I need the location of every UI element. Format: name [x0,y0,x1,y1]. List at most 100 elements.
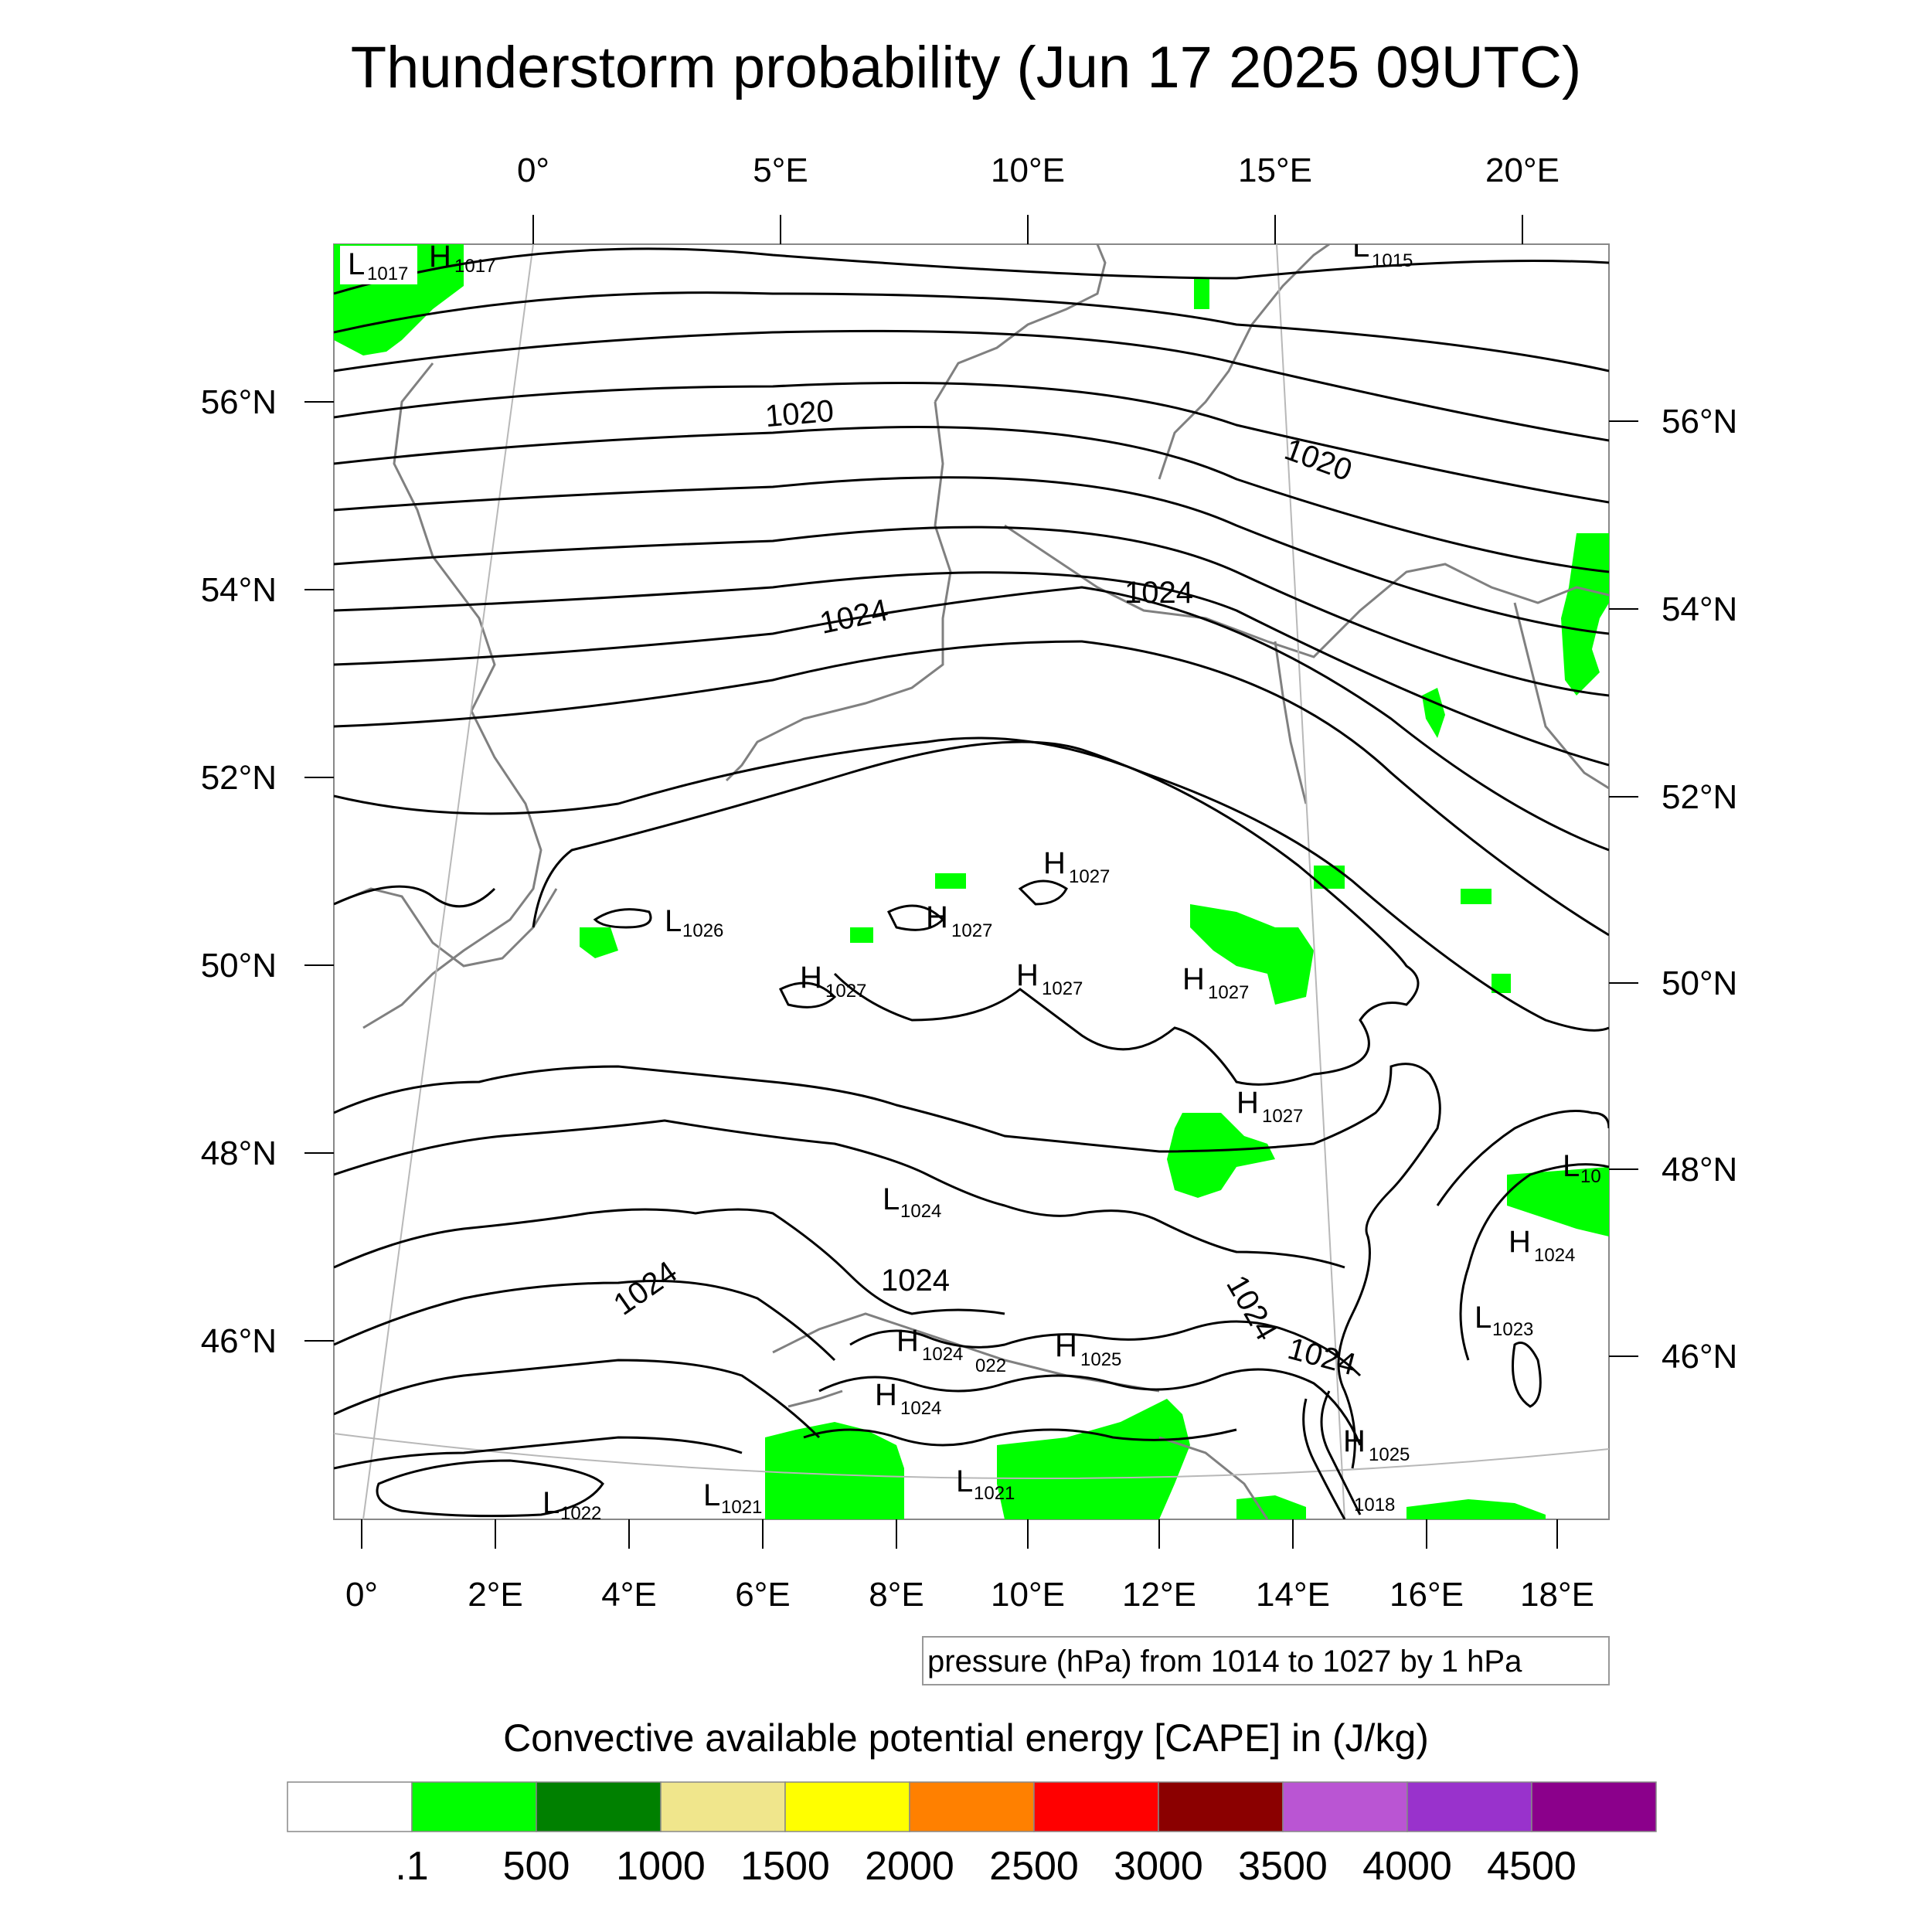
svg-text:H: H [1055,1329,1077,1363]
isobar [334,526,1609,697]
bottom-axis: 0° 2°E 4°E 6°E 8°E 10°E 12°E 14°E 16°E 1… [345,1519,1594,1614]
cape-area-carpathia [1507,1167,1609,1236]
bottom-tick-label: 14°E [1256,1576,1330,1614]
svg-text:H: H [1236,1086,1259,1120]
colorbar-label: 500 [503,1844,570,1889]
top-tick-label: 0° [517,151,549,189]
svg-text:1027: 1027 [825,981,866,1002]
svg-text:H: H [875,1378,897,1412]
isobar [334,571,1609,767]
pressure-center: H 1017 [429,244,495,277]
isobar-alps-2 [818,1368,1362,1446]
left-tick-label: 54°N [201,571,277,609]
svg-text:1025: 1025 [1080,1349,1121,1370]
parallel-45N [334,1433,1609,1480]
left-axis: 56°N 54°N 52°N 50°N 48°N 46°N [201,383,334,1360]
isobar [334,1063,1441,1469]
isobar-high-1027-b [886,904,945,931]
bottom-tick-label: 2°E [468,1576,522,1614]
cape-area-germany-west [580,927,618,958]
svg-text:H: H [926,900,948,934]
pressure-center: L 1021 [956,1464,1015,1504]
pressure-center: H 1027 [1016,958,1083,999]
right-tick-label: 52°N [1662,778,1737,816]
bottom-tick-label: 0° [345,1576,378,1614]
pressure-center: H 1024 [875,1378,941,1419]
pressure-center: H 1027 [926,900,992,941]
colorbar-swatch [784,1781,910,1832]
colorbar-swatch [1406,1781,1532,1832]
coast-sweden [1158,244,1330,480]
meridian-15E [1276,244,1345,1519]
border-poland-east [1513,602,1609,790]
svg-text:10: 10 [1580,1166,1601,1187]
isobar [334,885,496,908]
pressure-center: H 1027 [1236,1086,1303,1127]
pressure-center: H 1025 [1055,1329,1121,1370]
pressure-center: H 1025 [1343,1424,1410,1465]
bottom-tick-label: 6°E [735,1576,790,1614]
isobar [334,476,1609,635]
svg-text:L: L [1352,230,1369,264]
colorbar-swatch [909,1781,1035,1832]
colorbar-label: 1500 [740,1844,830,1889]
pressure-center: H 1027 [1182,962,1249,1003]
svg-text:L: L [703,1478,720,1512]
isobar-low-1026 [593,908,652,929]
svg-text:L: L [883,1182,900,1216]
isobar [334,586,1609,852]
pressure-center: H 1027 [800,961,866,1002]
pressure-center: L 1024 [883,1182,941,1222]
colorbar-swatch [536,1781,662,1832]
svg-text:1015: 1015 [1372,250,1413,271]
svg-text:H: H [896,1324,919,1358]
coast-denmark [934,244,1107,403]
bottom-tick-label: 18°E [1520,1576,1594,1614]
svg-text:H: H [1509,1225,1531,1259]
svg-text:L: L [1563,1149,1580,1183]
colorbar-swatch [1158,1781,1284,1832]
svg-text:1021: 1021 [721,1497,762,1518]
pressure-center: L 1021 [703,1478,762,1518]
svg-text:H: H [1043,846,1066,880]
colorbar-label: 1000 [616,1844,706,1889]
svg-text:1021: 1021 [974,1483,1015,1504]
cape-speck [1461,889,1492,904]
pressure-center: L 1026 [665,904,723,941]
svg-text:1017: 1017 [367,264,408,284]
svg-text:L: L [665,904,682,938]
cape-colorbar [287,1781,1657,1832]
cape-area-baltic-east [1561,533,1609,696]
svg-text:L: L [1475,1301,1492,1335]
coast-netherlands [725,401,952,782]
cape-colorbar-labels: .1 500 1000 1500 2000 2500 3000 3500 4000 4500 [395,1844,1577,1889]
isobar [334,1119,1345,1269]
isobar [334,426,1609,573]
cape-area-southeast [1406,1499,1546,1519]
graticule [334,244,1609,1519]
svg-text:1023: 1023 [1492,1319,1533,1340]
pressure-center: L 1023 [1475,1301,1533,1340]
left-tick-label: 50°N [201,947,277,985]
cape-speck [1314,866,1345,889]
svg-text:1025: 1025 [1369,1444,1410,1465]
isobar-region [532,740,1420,1086]
svg-text:1027: 1027 [1208,982,1249,1003]
cape-speck [850,927,873,943]
isobar [334,1436,743,1470]
right-tick-label: 54°N [1662,590,1737,628]
isobar-east-ridge-2 [1459,1163,1609,1361]
colorbar-label: 3000 [1114,1844,1203,1889]
left-tick-label: 48°N [201,1134,277,1172]
cape-area-alps-west [765,1422,904,1519]
colorbar-swatch [411,1781,537,1832]
isobar [334,329,1609,442]
isobars [334,247,1609,1519]
isobar [334,1208,1005,1315]
svg-text:1024: 1024 [1534,1245,1575,1266]
isobar [334,247,1609,295]
cape-speck [1194,278,1209,309]
svg-text:1022: 1022 [560,1503,601,1524]
lake-geneva [787,1389,843,1408]
